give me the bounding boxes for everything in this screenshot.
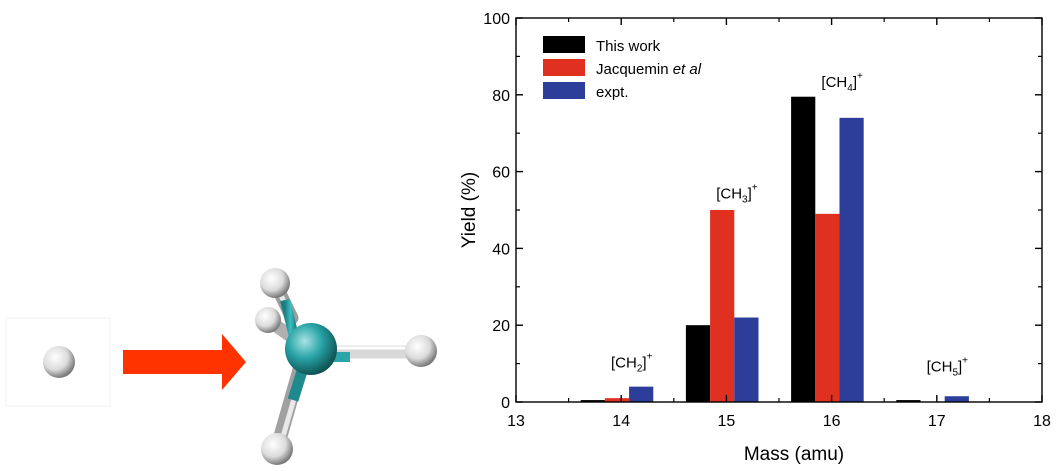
incoming-hydrogen-atom bbox=[43, 346, 75, 378]
legend-label: Jacquemin et al bbox=[596, 61, 702, 78]
bar bbox=[580, 400, 605, 402]
ion-label: [CH4]+ bbox=[821, 71, 863, 94]
bar bbox=[815, 213, 840, 402]
annotations-layer: [CH2]+ [CH3]+ [CH4]+ [CH5]+ bbox=[611, 71, 968, 378]
bar bbox=[734, 317, 759, 402]
y-tick-label: 20 bbox=[492, 318, 510, 335]
x-tick-label: 17 bbox=[928, 413, 946, 430]
ion-label: [CH3]+ bbox=[716, 182, 758, 205]
legend-swatch bbox=[543, 36, 585, 53]
legend-swatch bbox=[543, 59, 585, 76]
bars-layer bbox=[580, 96, 969, 402]
bar bbox=[896, 400, 921, 402]
y-axis-label: Yield (%) bbox=[459, 172, 480, 248]
y-tick-label: 80 bbox=[492, 88, 510, 105]
x-tick-label: 15 bbox=[718, 413, 736, 430]
axes-frame bbox=[515, 17, 1043, 403]
hydrogen-atom-right bbox=[405, 335, 437, 367]
ion-label: [CH2]+ bbox=[611, 351, 653, 374]
bar bbox=[629, 386, 654, 402]
hydrogen-atom-back bbox=[255, 307, 281, 333]
legend-label: This work bbox=[596, 38, 661, 55]
legend-swatch bbox=[543, 82, 585, 99]
carbon-atom bbox=[285, 323, 337, 375]
bar bbox=[791, 96, 816, 402]
x-tick-label: 13 bbox=[507, 413, 525, 430]
ticks-layer: 13 14 15 16 17 18 0 20 40 60 80 100 bbox=[483, 11, 1051, 430]
x-tick-label: 16 bbox=[823, 413, 841, 430]
legend: This work Jacquemin et al expt. bbox=[543, 36, 702, 101]
atom-panel bbox=[5, 317, 111, 407]
x-tick-label: 18 bbox=[1033, 413, 1051, 430]
ion-label: [CH5]+ bbox=[927, 355, 969, 378]
reaction-arrow-icon bbox=[123, 334, 246, 390]
x-tick-label: 14 bbox=[612, 413, 630, 430]
hydrogen-atom-bottom bbox=[261, 433, 293, 465]
molecule-illustration bbox=[5, 268, 437, 465]
hydrogen-atom-top bbox=[260, 268, 290, 298]
bar bbox=[944, 396, 969, 402]
bar bbox=[685, 325, 711, 402]
bar bbox=[710, 210, 735, 402]
y-tick-label: 40 bbox=[492, 241, 510, 258]
y-tick-label: 60 bbox=[492, 165, 510, 182]
y-tick-label: 0 bbox=[501, 395, 510, 412]
y-tick-label: 100 bbox=[483, 11, 510, 28]
legend-label: expt. bbox=[596, 84, 629, 101]
yield-bar-chart: 13 14 15 16 17 18 0 20 40 60 80 100 This work Jacque… bbox=[459, 11, 1051, 465]
x-axis-label: Mass (amu) bbox=[744, 444, 844, 465]
bar bbox=[839, 117, 864, 402]
bar bbox=[604, 398, 630, 402]
